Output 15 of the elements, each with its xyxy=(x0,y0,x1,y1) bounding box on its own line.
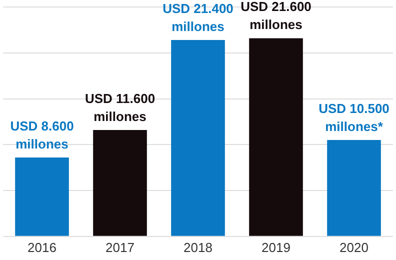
x-tick-label: 2017 xyxy=(106,240,134,255)
data-label: USD 11.600 millones xyxy=(84,90,156,124)
bar xyxy=(327,140,381,236)
bar xyxy=(15,157,69,236)
x-tick-label: 2019 xyxy=(262,240,290,255)
bar xyxy=(171,40,225,236)
bar xyxy=(93,130,147,236)
x-tick-label: 2020 xyxy=(340,240,368,255)
bar xyxy=(249,38,303,236)
data-label: USD 8.600 millones xyxy=(10,118,74,152)
x-tick-label: 2018 xyxy=(184,240,212,255)
x-tick-label: 2016 xyxy=(28,240,56,255)
data-label: USD 21.600 millones xyxy=(240,0,312,32)
data-label: USD 10.500 millones* xyxy=(318,101,390,134)
data-label: USD 21.400 millones xyxy=(162,1,234,34)
